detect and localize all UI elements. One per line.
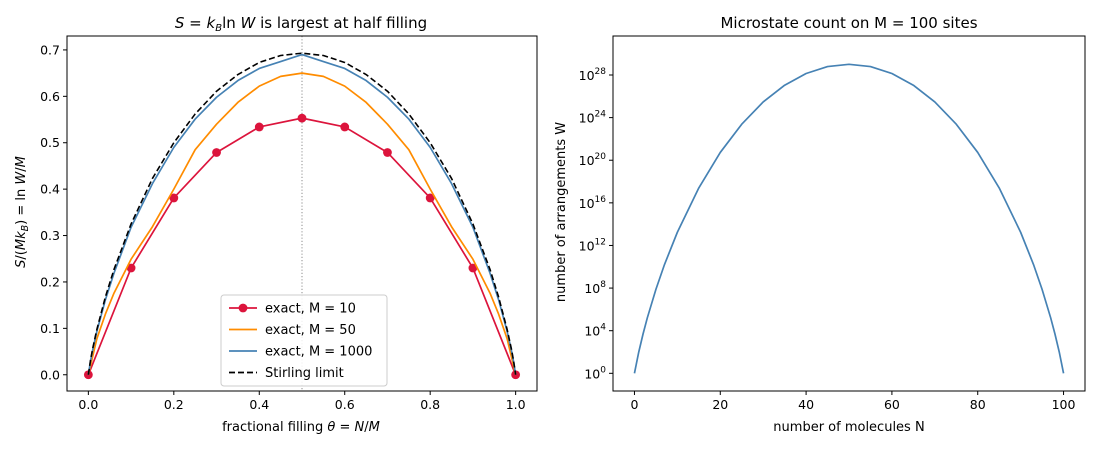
right-x-axis-label: number of molecules N [773,420,924,435]
data-point-m10 [468,263,478,273]
right-x-tick-label: 60 [884,397,900,412]
left-y-tick-label: 0.5 [40,135,60,150]
left-legend: exact, M = 10 exact, M = 50 exact, M = 100… [220,294,388,387]
series-line-2 [87,72,517,375]
right-plot-frame [612,35,1086,392]
data-point-m10 [425,193,435,203]
right-y-tick-label: 104 [584,323,606,339]
left-y-tick-label: 0.2 [40,274,60,289]
data-point-m10 [340,122,350,132]
data-point-m10 [212,148,221,157]
legend-label: exact, M = 10 [265,302,356,317]
right-y-tick-label: 1028 [579,67,607,83]
data-point-m10 [383,148,392,157]
left-y-tick-label: 0.1 [40,321,60,336]
legend-label: exact, M = 50 [265,323,356,338]
left-y-tick-label: 0.0 [40,367,60,382]
right-x-tick-label: 40 [798,397,814,412]
data-point-m10 [297,113,307,123]
right-y-tick-label: 1020 [579,152,607,168]
right-chart-title: Microstate count on M = 100 sites [720,14,977,32]
microstate-count-line [633,63,1065,374]
left-x-tick-label: 0.4 [249,397,269,412]
right-x-tick-label: 20 [712,397,728,412]
left-y-tick-label: 0.7 [40,42,60,57]
legend-label: Stirling limit [265,366,344,381]
left-chart: S = kBln W is largest at half filling 0.… [14,14,538,435]
right-y-axis-label: number of arrangements W [554,122,569,302]
left-x-tick-label: 0.6 [335,397,355,412]
left-x-tick-label: 0.0 [78,397,98,412]
right-x-tick-label: 80 [970,397,986,412]
left-chart-title: S = kBln W is largest at half filling [175,14,427,34]
left-y-tick-label: 0.4 [40,182,60,197]
right-x-tick-label: 100 [1052,397,1076,412]
right-x-tick-label: 0 [630,397,638,412]
left-x-axis-label: fractional filling θ = N/M [222,420,380,435]
legend-box [220,294,388,387]
data-point-m10 [169,193,179,203]
right-chart: Microstate count on M = 100 sites 0 20 40 6… [554,14,1086,435]
right-y-tick-label: 1012 [579,237,606,253]
data-point-m10 [126,263,136,273]
left-x-tick-label: 0.2 [164,397,184,412]
data-point-m10 [254,122,264,132]
right-y-tick-label: 100 [584,365,606,381]
right-y-tick-label: 1016 [579,195,607,211]
left-y-axis-label: S/(MkB) = ln W/M [14,156,31,268]
right-y-tick-label: 108 [584,280,606,296]
left-x-tick-label: 0.8 [420,397,440,412]
left-y-tick-label: 0.3 [40,228,60,243]
legend-marker [238,303,248,313]
legend-label: exact, M = 1000 [265,345,372,360]
left-plot-frame [66,35,538,392]
left-x-tick-label: 1.0 [506,397,526,412]
left-y-tick-label: 0.6 [40,89,60,104]
series-line-3 [87,53,517,375]
right-y-tick-label: 1024 [579,110,607,126]
series-line-4 [87,52,517,375]
